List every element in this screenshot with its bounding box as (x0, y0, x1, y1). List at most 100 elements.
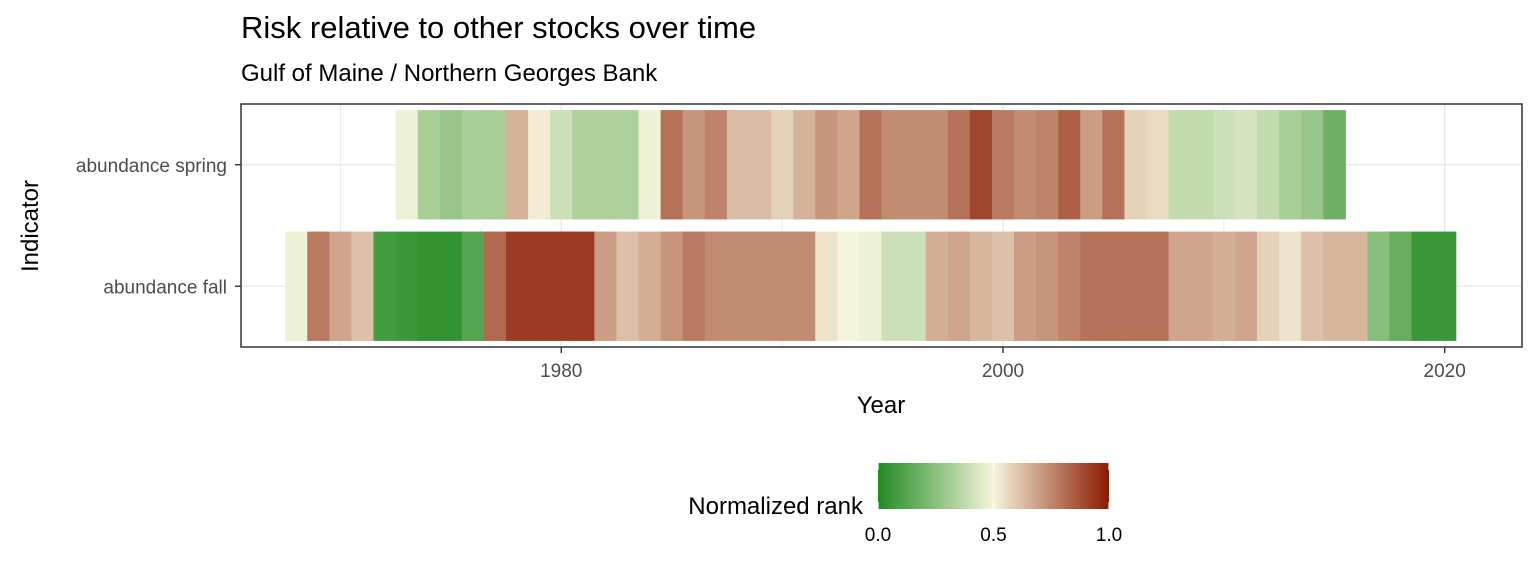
heatmap-cell (881, 110, 905, 220)
heatmap-cell (704, 231, 728, 341)
heatmap-cell (859, 231, 883, 341)
chart-title: Risk relative to other stocks over time (241, 10, 757, 45)
heatmap-cell (1411, 231, 1435, 341)
heatmap-cell (881, 231, 905, 341)
x-tick-label: 2000 (982, 361, 1024, 382)
heatmap-cell (837, 110, 861, 220)
heatmap-cell (1389, 231, 1413, 341)
heatmap-cell (991, 231, 1015, 341)
heatmap-cell (815, 110, 838, 220)
heatmap-cell (439, 231, 463, 341)
legend-ticks: 0.0 0.5 1.0 (865, 463, 1122, 546)
heatmap-cell (1190, 231, 1214, 341)
heatmap-cell (925, 110, 949, 220)
heatmap-cell (572, 110, 595, 220)
heatmap-cell (616, 110, 640, 220)
heatmap-cell (682, 110, 706, 220)
heatmap-cell (771, 231, 794, 341)
heatmap-cell (1433, 231, 1457, 341)
heatmap-cell (395, 110, 419, 220)
heatmap-cell (903, 110, 927, 220)
heatmap-cell (395, 231, 419, 341)
heatmap-cell (1256, 231, 1280, 341)
heatmap-cell (837, 231, 861, 341)
heatmap-cell (594, 231, 618, 341)
heatmap-cell (1146, 110, 1170, 220)
heatmap-cell (1367, 231, 1391, 341)
y-tick-label: abundance fall (103, 277, 227, 298)
heatmap-cell (903, 231, 927, 341)
heatmap-cell (1036, 110, 1059, 220)
heatmap-cell (483, 110, 507, 220)
heatmap-cell (704, 110, 728, 220)
heatmap-cell (638, 110, 662, 220)
heatmap-cell (726, 110, 750, 220)
heatmap-cell (1058, 110, 1081, 220)
y-axis-ticks: abundance spring abundance fall (76, 156, 241, 298)
heatmap-cell (969, 231, 993, 341)
heatmap-cell (417, 231, 441, 341)
heatmap-cell (1036, 231, 1059, 341)
heatmap-cell (1080, 231, 1103, 341)
heatmap-cell (1301, 110, 1324, 220)
heatmap-cell (726, 231, 750, 341)
heatmap-cell (748, 110, 772, 220)
heatmap-cell (793, 231, 816, 341)
heatmap-cell (572, 231, 595, 341)
heatmap-cell (1323, 231, 1346, 341)
heatmap-cell (947, 110, 971, 220)
heatmap-cell (660, 110, 684, 220)
legend-tick-label: 1.0 (1096, 525, 1122, 546)
y-tick-label: abundance spring (76, 156, 227, 177)
heatmap-cell (991, 110, 1015, 220)
x-axis-ticks: 1980 2000 2020 (540, 347, 1466, 382)
heatmap-cell (1256, 110, 1280, 220)
heatmap-cell (1146, 231, 1170, 341)
heatmap-cell (859, 110, 883, 220)
heatmap-cell (1212, 231, 1236, 341)
heatmap-cell (461, 231, 485, 341)
heatmap-cell (1345, 231, 1368, 341)
heatmap-cell (1279, 110, 1302, 220)
heatmap-cell (1323, 110, 1346, 220)
heatmap-cell (815, 231, 838, 341)
heatmap-cell (1014, 110, 1037, 220)
heatmap-cell (1168, 110, 1192, 220)
heatmap-cell (506, 110, 529, 220)
x-axis-title: Year (857, 392, 906, 419)
heatmap-cell (660, 231, 684, 341)
color-legend: Normalized rank 0.0 0.5 1.0 (688, 463, 1122, 546)
heatmap-cell (528, 231, 551, 341)
heatmap-cell (329, 231, 353, 341)
heatmap-cell (1058, 231, 1081, 341)
heatmap-cell (550, 110, 573, 220)
heatmap-cell (528, 110, 551, 220)
heatmap-cell (351, 231, 375, 341)
legend-tick-label: 0.0 (865, 525, 891, 546)
heatmap-cell (417, 110, 441, 220)
heatmap-cell (1190, 110, 1214, 220)
heatmap-cell (1102, 110, 1126, 220)
heatmap-cell (682, 231, 706, 341)
heatmap-cell (1124, 231, 1148, 341)
heatmap-cell (594, 110, 618, 220)
heatmap-cell (1124, 110, 1148, 220)
x-tick-label: 1980 (540, 361, 582, 382)
heatmap-cell (373, 231, 397, 341)
heatmap-cells (285, 110, 1457, 341)
heatmap-cell (483, 231, 507, 341)
heatmap-cell (638, 231, 662, 341)
legend-title: Normalized rank (688, 493, 864, 520)
heatmap-cell (285, 231, 308, 341)
y-axis-title: Indicator (17, 180, 44, 272)
heatmap-cell (969, 110, 993, 220)
plot-panel-border (240, 103, 1523, 348)
heatmap-cell (616, 231, 640, 341)
heatmap-cell (1234, 231, 1258, 341)
heatmap-cell (1080, 110, 1103, 220)
x-tick-label: 2020 (1424, 361, 1466, 382)
heatmap-cell (771, 110, 794, 220)
heatmap-cell (1102, 231, 1126, 341)
heatmap-cell (1014, 231, 1037, 341)
